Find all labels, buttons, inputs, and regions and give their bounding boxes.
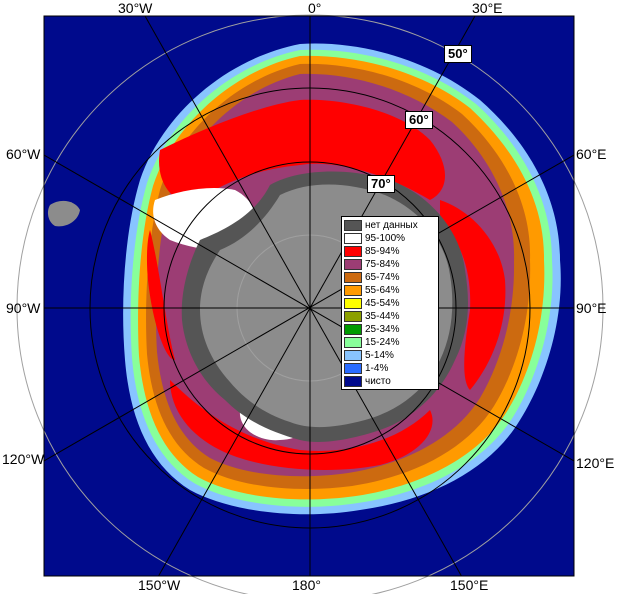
lon-label-30e: 30°E bbox=[472, 0, 503, 16]
lon-label-120w: 120°W bbox=[2, 451, 45, 467]
lon-label-60e: 60°E bbox=[576, 146, 607, 162]
legend-label: 25-34% bbox=[365, 324, 400, 335]
legend-label: 55-64% bbox=[365, 285, 400, 296]
legend-label: 45-54% bbox=[365, 298, 400, 309]
lon-label-150w: 150°W bbox=[138, 577, 181, 593]
legend-item: нет данных bbox=[344, 219, 436, 232]
legend-item: 65-74% bbox=[344, 271, 436, 284]
lon-label-90e: 90°E bbox=[576, 300, 607, 316]
legend-item: 1-4% bbox=[344, 362, 436, 375]
legend-label: 95-100% bbox=[365, 233, 406, 244]
legend-swatch bbox=[344, 350, 362, 361]
legend-label: 65-74% bbox=[365, 272, 400, 283]
legend-swatch bbox=[344, 259, 362, 270]
legend-item: 35-44% bbox=[344, 310, 436, 323]
legend-swatch bbox=[344, 272, 362, 283]
legend-label: 15-24% bbox=[365, 337, 400, 348]
lat-label-60: 60° bbox=[405, 111, 433, 129]
ice-patch-red-north bbox=[159, 99, 445, 205]
legend-label: 85-94% bbox=[365, 246, 400, 257]
legend-item: 85-94% bbox=[344, 245, 436, 258]
legend: нет данных 95-100% 85-94% 75-84% 65-74% 55-64… bbox=[341, 216, 439, 390]
legend-swatch bbox=[344, 311, 362, 322]
legend-item: 15-24% bbox=[344, 336, 436, 349]
ice-patch-red-east bbox=[440, 200, 506, 390]
legend-swatch bbox=[344, 233, 362, 244]
legend-item: 25-34% bbox=[344, 323, 436, 336]
legend-swatch bbox=[344, 298, 362, 309]
lon-label-90w: 90°W bbox=[6, 300, 41, 316]
legend-item: 45-54% bbox=[344, 297, 436, 310]
lon-label-30w: 30°W bbox=[118, 0, 153, 16]
legend-swatch bbox=[344, 285, 362, 296]
legend-swatch bbox=[344, 376, 362, 387]
legend-label: 1-4% bbox=[365, 363, 389, 374]
ice-patch-red-west bbox=[146, 230, 175, 360]
legend-label: 5-14% bbox=[365, 350, 394, 361]
legend-label: 75-84% bbox=[365, 259, 400, 270]
legend-item: 95-100% bbox=[344, 232, 436, 245]
legend-swatch bbox=[344, 220, 362, 231]
legend-label: чисто bbox=[365, 376, 391, 387]
legend-item: 55-64% bbox=[344, 284, 436, 297]
legend-label: 35-44% bbox=[365, 311, 400, 322]
map-frame bbox=[43, 15, 575, 577]
lon-label-150e: 150°E bbox=[450, 577, 489, 593]
legend-swatch bbox=[344, 324, 362, 335]
south-america-land bbox=[47, 200, 80, 227]
lat-label-70: 70° bbox=[367, 175, 395, 193]
legend-label: нет данных bbox=[365, 220, 418, 231]
ice-patch-red-south bbox=[170, 380, 433, 470]
meridian-60e-120w bbox=[44, 154, 574, 462]
legend-swatch bbox=[344, 246, 362, 257]
lon-label-120e: 120°E bbox=[576, 455, 615, 471]
lat-label-50: 50° bbox=[444, 45, 472, 63]
legend-swatch bbox=[344, 337, 362, 348]
legend-item: 75-84% bbox=[344, 258, 436, 271]
lon-label-60w: 60°W bbox=[6, 146, 41, 162]
lat-circle-50 bbox=[16, 14, 604, 594]
lon-label-0: 0° bbox=[308, 0, 322, 16]
legend-item: чисто bbox=[344, 375, 436, 388]
lon-label-180: 180° bbox=[292, 577, 321, 593]
legend-swatch bbox=[344, 363, 362, 374]
legend-item: 5-14% bbox=[344, 349, 436, 362]
